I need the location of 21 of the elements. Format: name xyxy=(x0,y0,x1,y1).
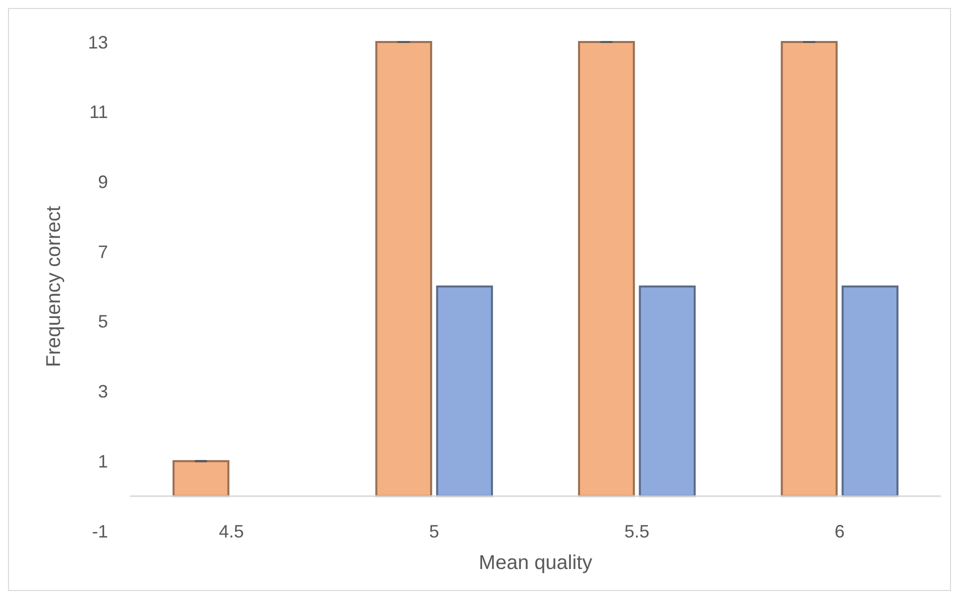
y-tick-label: 3 xyxy=(98,382,108,402)
y-tick-label: -1 xyxy=(92,521,108,542)
x-tick-label: 4.5 xyxy=(218,521,244,542)
x-tick-label: 5.5 xyxy=(624,521,650,542)
y-axis-title: Frequency correct xyxy=(43,205,65,368)
y-tick-label: 7 xyxy=(98,242,108,262)
y-tick-label: 9 xyxy=(98,172,108,192)
bar xyxy=(375,41,432,498)
bar xyxy=(436,286,493,498)
bar xyxy=(172,460,230,498)
x-tick-label: 5 xyxy=(429,521,440,542)
bar xyxy=(780,41,838,498)
x-tick-label: 6 xyxy=(834,521,845,542)
y-tick-label: 1 xyxy=(98,451,108,472)
y-tick-label: 13 xyxy=(88,32,108,52)
bar xyxy=(578,41,635,498)
bar xyxy=(638,286,696,498)
y-tick-label: 11 xyxy=(89,102,108,122)
x-axis-title: Mean quality xyxy=(478,552,592,574)
bar xyxy=(842,286,898,498)
y-tick-label: 5 xyxy=(98,312,108,332)
